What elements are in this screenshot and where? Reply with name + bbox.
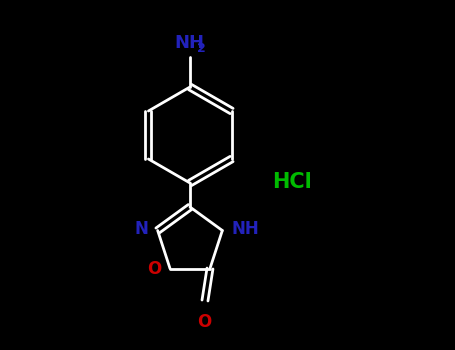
Text: O: O [197, 313, 211, 330]
Text: HCl: HCl [272, 172, 312, 192]
Text: N: N [135, 220, 149, 238]
Text: NH: NH [174, 34, 204, 52]
Text: O: O [147, 259, 161, 278]
Text: 2: 2 [197, 42, 205, 55]
Text: NH: NH [231, 220, 259, 238]
